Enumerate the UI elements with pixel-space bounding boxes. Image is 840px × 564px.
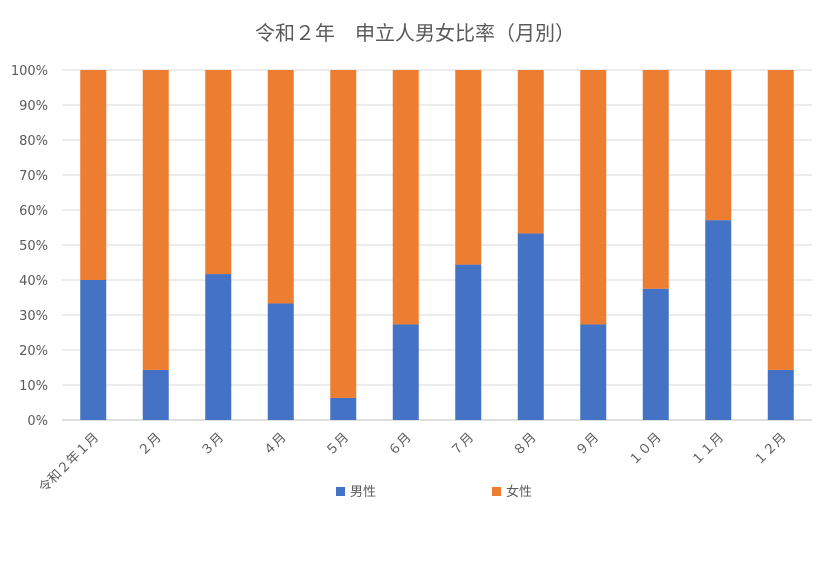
bar-segment	[80, 70, 107, 280]
gridlines	[62, 69, 812, 421]
x-tick-label: ５月	[323, 430, 352, 459]
legend-label: 男性	[350, 485, 376, 500]
x-tick-label: １０月	[626, 430, 664, 468]
legend-swatch	[492, 487, 501, 496]
bar-segment	[705, 70, 732, 221]
x-tick-label: ７月	[448, 430, 477, 459]
bar-segment	[767, 70, 794, 370]
x-axis: 令和２年１月 ２月 ３月 ４月 ５月 ６月 ７月 ８月 ９月 １０月 １１月 １２月	[36, 430, 789, 496]
bar-segment	[642, 70, 669, 289]
bar-segment	[205, 274, 232, 420]
y-tick-label: 40%	[19, 274, 48, 289]
y-tick-label: 0%	[27, 414, 48, 429]
y-tick-label: 50%	[19, 239, 48, 254]
x-tick-label: 令和２年１月	[36, 430, 102, 496]
x-tick-label: １１月	[689, 430, 727, 468]
bar-segment	[330, 397, 357, 420]
bar-segment	[580, 324, 607, 420]
bar-segment	[142, 369, 169, 420]
bar-segment	[642, 288, 669, 420]
y-tick-label: 80%	[19, 134, 48, 149]
bar-segment	[392, 70, 419, 325]
y-tick-label: 20%	[19, 344, 48, 359]
x-tick-label: ４月	[261, 430, 290, 459]
legend-label: 女性	[506, 484, 532, 500]
x-tick-label: ９月	[573, 430, 602, 459]
bar-segment	[705, 220, 732, 420]
bar-segment	[580, 70, 607, 325]
legend: 男性 女性	[336, 484, 532, 500]
bar-segment	[80, 280, 107, 420]
y-tick-label: 60%	[19, 204, 48, 219]
bar-segment	[455, 70, 482, 265]
y-tick-label: 10%	[19, 379, 48, 394]
bar-segment	[142, 70, 169, 370]
bar-segment	[267, 70, 294, 304]
bar-segment	[455, 264, 482, 420]
y-tick-label: 70%	[19, 169, 48, 184]
y-axis: 0% 10% 20% 30% 40% 50% 60% 70% 80% 90% 100%	[11, 64, 48, 429]
x-tick-label: ３月	[198, 430, 227, 459]
bars	[80, 70, 794, 420]
x-tick-label: ６月	[386, 430, 415, 459]
chart-title: 令和２年 申立人男女比率（月別）	[255, 21, 575, 45]
bar-segment	[517, 233, 544, 420]
x-tick-label: ２月	[136, 430, 165, 459]
legend-swatch	[336, 487, 345, 496]
y-tick-label: 90%	[19, 99, 48, 114]
x-tick-label: １２月	[751, 430, 789, 468]
bar-segment	[767, 369, 794, 420]
bar-segment	[330, 70, 357, 398]
y-tick-label: 30%	[19, 309, 48, 324]
bar-segment	[267, 303, 294, 420]
bar-segment	[392, 324, 419, 420]
x-tick-label: ８月	[511, 430, 540, 459]
bar-segment	[517, 70, 544, 234]
bar-segment	[205, 70, 232, 275]
y-tick-label: 100%	[11, 64, 48, 79]
